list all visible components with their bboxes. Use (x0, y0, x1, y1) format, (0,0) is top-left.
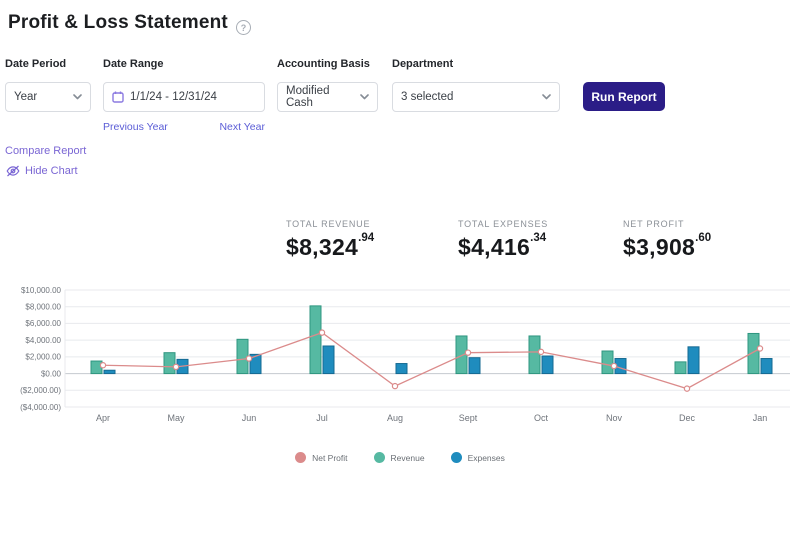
net-profit-swatch (295, 452, 307, 463)
expenses-bar[interactable] (322, 345, 335, 375)
department-select[interactable]: 3 selected (392, 82, 560, 112)
total-expenses-value: $4,416.34 (458, 232, 547, 260)
total-revenue-value: $8,324.94 (286, 232, 375, 260)
y-axis-tick-label: $0.00 (41, 369, 62, 378)
net-profit-point[interactable] (537, 348, 545, 356)
accounting-basis-label: Accounting Basis (277, 58, 370, 70)
net-profit-point[interactable] (391, 382, 399, 390)
x-axis-month-label: Oct (534, 413, 549, 423)
date-range-label: Date Range (103, 58, 164, 70)
x-axis-month-label: Nov (606, 413, 623, 423)
revenue-bar[interactable] (90, 360, 103, 375)
revenue-bar[interactable] (163, 352, 176, 375)
expenses-bar[interactable] (468, 357, 481, 375)
expenses-bar[interactable] (395, 363, 408, 375)
profit-loss-chart: $10,000.00 $8,000.00 $6,000.00 $4,000.00 $2,… (20, 286, 790, 423)
total-revenue-label: TOTAL REVENUE (286, 219, 371, 229)
revenue-bar[interactable] (601, 350, 614, 375)
legend-item-expenses[interactable]: Expenses (450, 452, 505, 463)
legend-item-revenue[interactable]: Revenue (373, 452, 425, 463)
previous-year-link[interactable]: Previous Year (103, 121, 168, 133)
help-icon[interactable]: ? (236, 20, 251, 35)
total-revenue-stat: TOTAL REVENUE $8,324.94 (286, 219, 374, 261)
eye-slash-icon (6, 165, 20, 177)
net-profit-point[interactable] (318, 329, 326, 336)
chart-legend: Net Profit Revenue Expenses (0, 452, 800, 463)
run-report-button[interactable]: Run Report (583, 82, 665, 111)
net-profit-point[interactable] (610, 362, 618, 370)
expenses-bar[interactable] (541, 355, 554, 375)
date-period-label: Date Period (5, 58, 67, 70)
hide-chart-label: Hide Chart (25, 165, 78, 177)
date-period-value: Year (14, 91, 38, 103)
legend-net-profit-label: Net Profit (312, 452, 348, 463)
revenue-bar[interactable] (528, 335, 541, 375)
revenue-bar[interactable] (236, 338, 249, 375)
compare-report-label: Compare Report (5, 145, 87, 157)
page-title: Profit & Loss Statement (8, 12, 228, 33)
net-profit-label: NET PROFIT (623, 219, 685, 229)
net-profit-stat: NET PROFIT $3,908.60 (623, 219, 711, 261)
x-axis-month-label: Jul (316, 413, 328, 423)
y-axis-tick-label: ($2,000.00) (20, 386, 61, 395)
department-value: 3 selected (401, 91, 454, 103)
date-range-value: 1/1/24 - 12/31/24 (130, 91, 217, 103)
expenses-swatch (450, 452, 462, 463)
y-axis-tick-label: ($4,000.00) (20, 403, 61, 412)
y-axis-tick-label: $4,000.00 (25, 336, 61, 345)
calendar-icon (112, 91, 124, 103)
total-expenses-label: TOTAL EXPENSES (458, 219, 549, 229)
legend-revenue-label: Revenue (390, 452, 425, 463)
x-axis-month-label: Jun (242, 413, 257, 423)
x-axis-month-label: Dec (679, 413, 696, 423)
net-profit-point[interactable] (245, 355, 253, 362)
total-expenses-stat: TOTAL EXPENSES $4,416.34 (458, 219, 548, 261)
y-axis-tick-label: $8,000.00 (25, 303, 61, 312)
chevron-down-icon (542, 94, 551, 100)
revenue-bar[interactable] (674, 361, 687, 375)
revenue-bar[interactable] (309, 305, 322, 375)
x-axis-month-label: May (167, 413, 185, 423)
compare-report-link[interactable]: Compare Report (5, 145, 86, 157)
x-axis-month-label: Apr (96, 413, 110, 423)
department-label: Department (392, 58, 454, 70)
net-profit-point[interactable] (464, 349, 472, 356)
net-profit-point[interactable] (756, 345, 764, 352)
net-profit-point[interactable] (172, 363, 180, 371)
y-axis-tick-label: $2,000.00 (25, 353, 61, 362)
revenue-bar[interactable] (455, 335, 468, 375)
legend-expenses-label: Expenses (467, 452, 505, 463)
legend-item-net-profit[interactable]: Net Profit (295, 452, 348, 463)
accounting-basis-select[interactable]: Modified Cash (277, 82, 378, 112)
next-year-link[interactable]: Next Year (219, 121, 265, 133)
y-axis-tick-label: $10,000.00 (21, 286, 62, 295)
x-axis-month-label: Sept (459, 413, 478, 423)
revenue-bar[interactable] (747, 332, 760, 375)
accounting-basis-value: Modified Cash (286, 85, 330, 109)
expenses-bar[interactable] (760, 358, 773, 375)
net-profit-point[interactable] (683, 385, 691, 392)
x-axis-month-label: Jan (753, 413, 768, 423)
chevron-down-icon (73, 94, 82, 100)
net-profit-line (102, 331, 761, 390)
expenses-bar[interactable] (103, 369, 116, 375)
date-period-select[interactable]: Year (5, 82, 91, 112)
date-range-input[interactable]: 1/1/24 - 12/31/24 (103, 82, 265, 112)
hide-chart-link[interactable]: Hide Chart (6, 165, 78, 177)
chevron-down-icon (360, 94, 369, 100)
expenses-bar[interactable] (687, 346, 700, 375)
x-axis-month-label: Aug (387, 413, 403, 423)
net-profit-point[interactable] (99, 362, 107, 369)
net-profit-value: $3,908.60 (623, 232, 712, 260)
y-axis-tick-label: $6,000.00 (25, 319, 61, 328)
expenses-bar[interactable] (249, 353, 262, 375)
revenue-swatch (373, 452, 385, 463)
